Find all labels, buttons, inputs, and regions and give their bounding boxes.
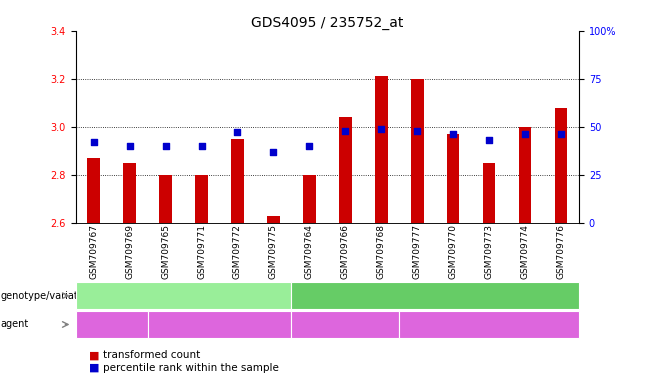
Bar xyxy=(339,117,351,223)
Point xyxy=(124,143,135,149)
Text: SRC1 knockdown: SRC1 knockdown xyxy=(136,291,232,301)
Text: transformed count: transformed count xyxy=(103,350,201,360)
Point xyxy=(88,139,99,145)
Point xyxy=(412,127,422,134)
Text: ■: ■ xyxy=(89,350,99,360)
Text: untreated: untreated xyxy=(462,319,517,329)
Bar xyxy=(231,139,243,223)
Point xyxy=(232,129,243,136)
Text: untreated: untreated xyxy=(192,319,247,329)
Point xyxy=(340,127,351,134)
Bar xyxy=(483,163,495,223)
Point xyxy=(268,149,279,155)
Bar xyxy=(555,108,567,223)
Point xyxy=(304,143,315,149)
Bar xyxy=(159,175,172,223)
Text: control: control xyxy=(416,291,455,301)
Point xyxy=(376,126,386,132)
Bar xyxy=(303,175,316,223)
Point xyxy=(484,137,494,143)
Bar xyxy=(195,175,208,223)
Bar xyxy=(123,163,136,223)
Text: genotype/variation: genotype/variation xyxy=(1,291,93,301)
Text: tamoxifen: tamoxifen xyxy=(84,319,139,329)
Point xyxy=(556,131,567,137)
Text: tamoxifen: tamoxifen xyxy=(317,319,374,329)
Bar xyxy=(411,79,424,223)
Point xyxy=(161,143,171,149)
Bar xyxy=(447,134,459,223)
Bar xyxy=(519,127,532,223)
Point xyxy=(520,131,530,137)
Text: percentile rank within the sample: percentile rank within the sample xyxy=(103,363,279,373)
Bar xyxy=(375,76,388,223)
Title: GDS4095 / 235752_at: GDS4095 / 235752_at xyxy=(251,16,403,30)
Text: agent: agent xyxy=(1,319,29,329)
Bar xyxy=(88,158,100,223)
Bar xyxy=(267,215,280,223)
Point xyxy=(196,143,207,149)
Text: ■: ■ xyxy=(89,363,99,373)
Point xyxy=(448,131,459,137)
